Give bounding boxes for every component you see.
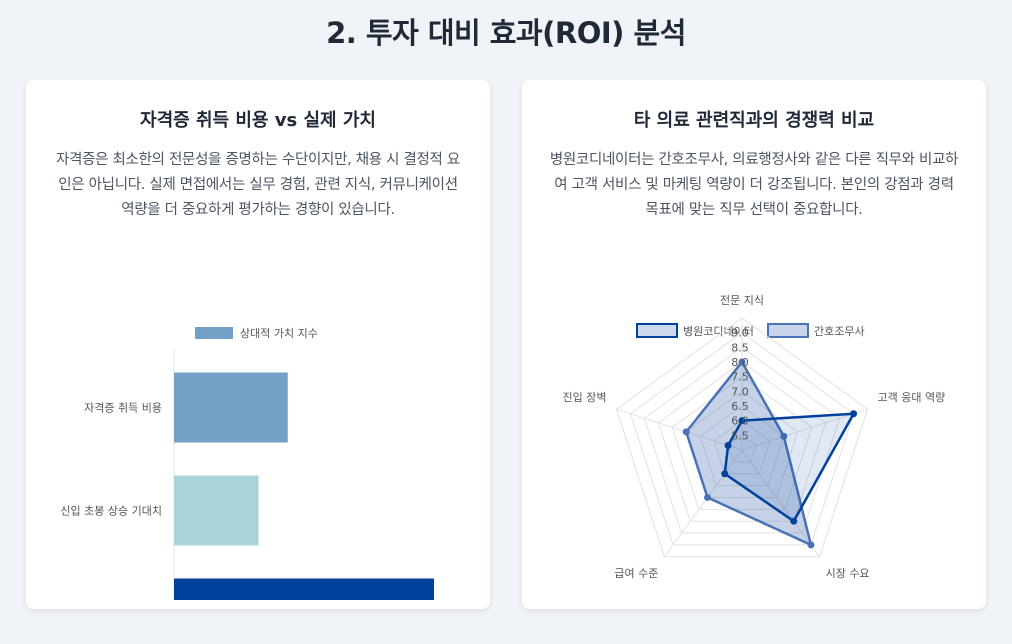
tick-label: 7.5: [731, 371, 749, 384]
grid-spoke: [741, 449, 820, 558]
data-point: [780, 432, 788, 440]
bar-3: [174, 578, 434, 600]
page-title: 2. 투자 대비 효과(ROI) 분석: [326, 16, 686, 50]
tick-label: 6.0: [731, 415, 749, 428]
tick-label: 8.0: [731, 356, 749, 369]
legend-swatch: [767, 323, 809, 338]
bar-2: [174, 475, 259, 546]
card-description: 자격증은 최소한의 전문성을 증명하는 수단이지만, 채용 시 결정적 요인은 …: [56, 152, 460, 218]
grid-ring: [657, 361, 827, 522]
competitiveness-card: 타 의료 관련직과의 경쟁력 비교 병원코디네이터는 간호조무사, 의료행정사와…: [522, 80, 986, 609]
tick-label: 6.5: [731, 400, 749, 413]
grid-spoke: [616, 408, 743, 451]
data-point: [738, 358, 746, 366]
tick-label: 9.0: [731, 327, 749, 340]
roi-cost-value-card: 자격증 취득 비용 vs 실제 가치 자격증은 최소한의 전문성을 증명하는 수…: [26, 80, 490, 609]
tick-label: 7.0: [731, 385, 749, 398]
tick-label: 5.5: [731, 429, 749, 442]
series-area: [684, 360, 813, 547]
grid-ring: [629, 332, 855, 546]
grid-ring: [685, 390, 799, 498]
grid-ring: [615, 317, 869, 558]
data-point: [721, 470, 729, 478]
grid-ring: [643, 346, 841, 534]
axis-label: 고객 응대 역량: [878, 391, 946, 404]
category-label: 신입 초봉 상승 기대치: [60, 505, 162, 518]
grid-ring: [671, 376, 813, 510]
radar-chart: 병원코디네이터 간호조무사 5.56.0 6.5 7.07.5 8.0 8.59.0 전문 지…: [562, 294, 946, 580]
data-point: [738, 417, 746, 425]
data-point: [724, 441, 732, 449]
legend-swatch: [636, 323, 678, 338]
legend-swatch: [195, 327, 233, 339]
data-point: [790, 517, 798, 525]
card-title: 자격증 취득 비용 vs 실제 가치: [140, 110, 376, 131]
grid-spoke: [664, 449, 743, 558]
data-point: [704, 493, 712, 501]
axis-label: 진입 장벽: [562, 391, 606, 404]
grid-spoke: [741, 408, 868, 451]
card-description: 병원코디네이터는 간호조무사, 의료행정사와 같은 다른 직무와 비교하여 고객…: [549, 152, 959, 218]
tick-label: 8.5: [731, 341, 749, 354]
axis-label: 시장 수요: [826, 567, 870, 580]
legend-label: 상대적 가치 지수: [240, 327, 318, 340]
legend-label: 간호조무사: [814, 325, 865, 338]
grid-ring: [713, 420, 771, 475]
legend-label: 병원코디네이터: [683, 325, 754, 338]
category-label: 자격증 취득 비용: [84, 402, 162, 415]
data-point: [807, 541, 815, 549]
bar-1: [174, 372, 288, 443]
data-point: [850, 410, 858, 418]
series-area: [723, 412, 855, 523]
axis-label: 전문 지식: [720, 294, 764, 307]
data-point: [682, 428, 690, 436]
card-title: 타 의료 관련직과의 경쟁력 비교: [633, 110, 875, 131]
axis-label: 급여 수준: [614, 567, 658, 580]
